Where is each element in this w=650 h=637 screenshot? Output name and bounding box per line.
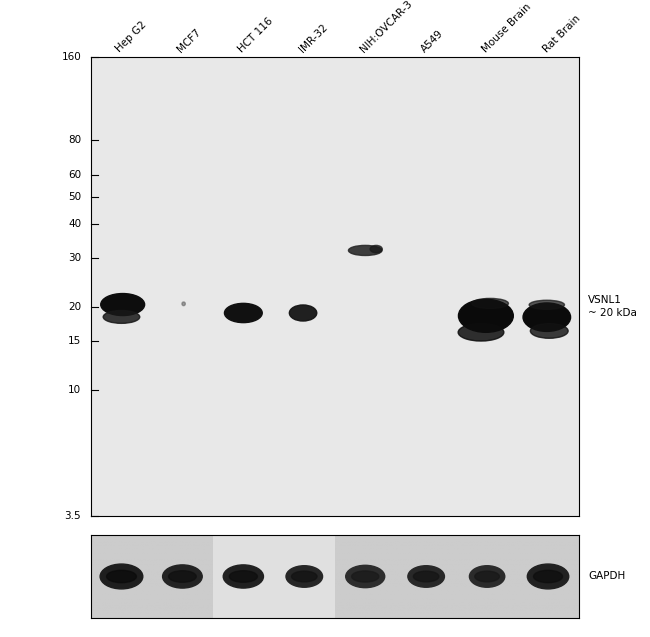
Text: 40: 40 <box>68 218 81 229</box>
Ellipse shape <box>224 303 262 322</box>
Ellipse shape <box>162 565 202 588</box>
Ellipse shape <box>223 565 263 588</box>
Text: 15: 15 <box>68 336 81 347</box>
Text: 160: 160 <box>62 52 81 62</box>
Text: Hep G2: Hep G2 <box>114 20 149 54</box>
Ellipse shape <box>413 571 439 582</box>
Ellipse shape <box>370 245 382 253</box>
Ellipse shape <box>529 300 564 310</box>
Ellipse shape <box>100 564 143 589</box>
Ellipse shape <box>534 570 562 583</box>
Text: 30: 30 <box>68 253 81 263</box>
Ellipse shape <box>346 565 385 588</box>
Ellipse shape <box>474 571 499 582</box>
Text: 60: 60 <box>68 170 81 180</box>
Ellipse shape <box>289 305 317 321</box>
Text: VSNL1
~ 20 kDa: VSNL1 ~ 20 kDa <box>588 295 637 318</box>
Ellipse shape <box>408 566 445 587</box>
Text: HCT 116: HCT 116 <box>236 16 275 54</box>
Text: 50: 50 <box>68 192 81 202</box>
Text: IMR-32: IMR-32 <box>297 22 330 54</box>
Text: Mouse Brain: Mouse Brain <box>480 1 533 54</box>
Text: Rat Brain: Rat Brain <box>541 13 582 54</box>
Ellipse shape <box>229 571 257 582</box>
Ellipse shape <box>291 571 317 582</box>
Text: A549: A549 <box>419 28 445 54</box>
Ellipse shape <box>527 564 569 589</box>
Ellipse shape <box>472 298 508 308</box>
Ellipse shape <box>107 570 136 583</box>
Text: GAPDH: GAPDH <box>588 571 625 582</box>
Ellipse shape <box>103 310 140 324</box>
Ellipse shape <box>348 245 382 255</box>
Text: 3.5: 3.5 <box>64 511 81 521</box>
Ellipse shape <box>101 294 144 315</box>
Ellipse shape <box>530 324 568 338</box>
Ellipse shape <box>286 566 322 587</box>
Ellipse shape <box>168 571 196 582</box>
Text: NIH:OVCAR-3: NIH:OVCAR-3 <box>358 0 414 54</box>
Text: MCF7: MCF7 <box>176 27 203 54</box>
Text: 80: 80 <box>68 136 81 145</box>
Ellipse shape <box>182 302 185 306</box>
Text: 10: 10 <box>68 385 81 395</box>
Ellipse shape <box>458 299 514 333</box>
Ellipse shape <box>469 566 505 587</box>
Ellipse shape <box>458 324 504 341</box>
Text: 20: 20 <box>68 302 81 312</box>
Ellipse shape <box>352 571 379 582</box>
Ellipse shape <box>523 303 571 331</box>
